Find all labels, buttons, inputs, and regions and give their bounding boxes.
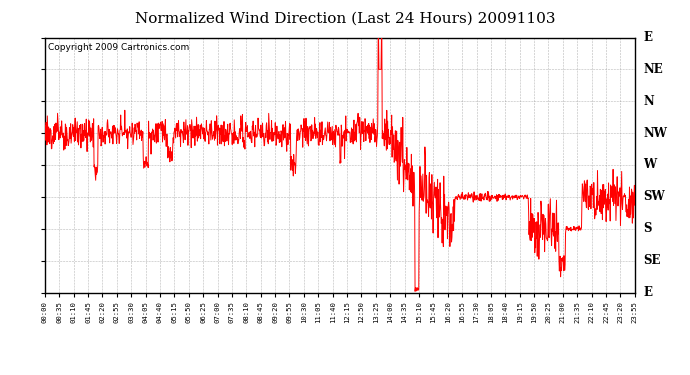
Text: SE: SE	[643, 254, 660, 267]
Text: E: E	[643, 286, 652, 299]
Text: NW: NW	[643, 127, 667, 140]
Text: Normalized Wind Direction (Last 24 Hours) 20091103: Normalized Wind Direction (Last 24 Hours…	[135, 11, 555, 25]
Text: NE: NE	[643, 63, 663, 76]
Text: W: W	[643, 159, 656, 171]
Text: N: N	[643, 95, 654, 108]
Text: Copyright 2009 Cartronics.com: Copyright 2009 Cartronics.com	[48, 43, 189, 52]
Text: E: E	[643, 31, 652, 44]
Text: S: S	[643, 222, 651, 235]
Text: SW: SW	[643, 190, 665, 203]
